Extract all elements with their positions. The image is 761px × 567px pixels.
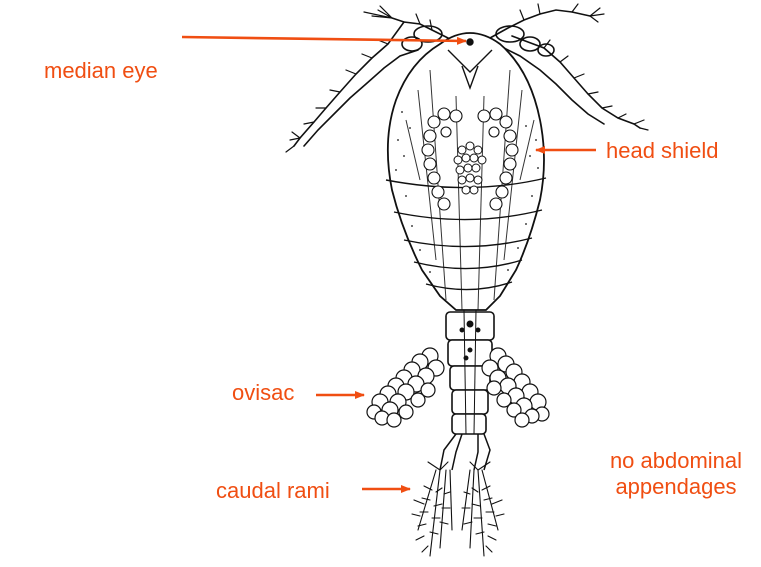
- caudal-rami-label: caudal rami: [216, 478, 330, 503]
- right-antenna: [489, 3, 649, 131]
- urosome-detail: [459, 309, 481, 435]
- left-antenna: [285, 5, 453, 153]
- left-ovisac: [366, 347, 445, 428]
- stipple: [395, 111, 539, 273]
- caudal-rami: [439, 433, 491, 471]
- median-eye-label: median eye: [44, 58, 158, 83]
- left-setae: [411, 461, 453, 557]
- no-abdominal-appendages-label: no abdominal appendages: [596, 448, 756, 500]
- rostrum: [447, 38, 493, 91]
- no-abdominal-line1: no abdominal: [609, 448, 743, 473]
- right-setae: [461, 461, 505, 557]
- internal-lines: [405, 69, 535, 311]
- ovisac-label: ovisac: [232, 380, 295, 405]
- median-eye-arrow: [181, 35, 467, 45]
- label-arrows: [181, 35, 596, 493]
- gut-mass: [453, 141, 487, 195]
- head-shield-label: head shield: [606, 138, 719, 163]
- no-abdominal-line2: appendages: [615, 474, 737, 499]
- right-ovisac: [481, 347, 550, 428]
- internal-eggs: [421, 107, 519, 211]
